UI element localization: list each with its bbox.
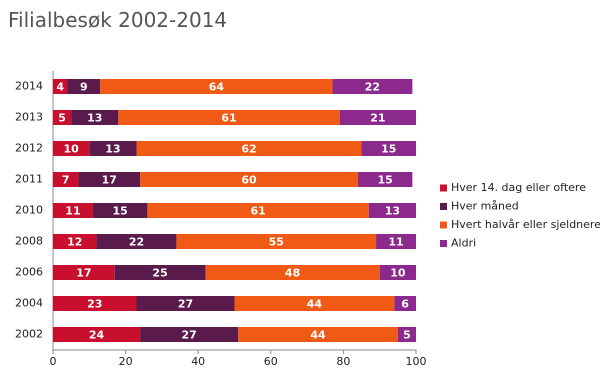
legend-label: Hvert halvår eller sjeldnere [451, 218, 600, 231]
data-label: 13 [385, 205, 400, 218]
bar-segment [92, 203, 148, 218]
x-tick-label: 80 [336, 355, 350, 368]
bar-segment [53, 203, 93, 218]
data-label: 11 [65, 205, 80, 218]
bar-segment [136, 141, 362, 156]
bar-segment [100, 79, 333, 94]
x-tick-label: 100 [406, 355, 427, 368]
bar-segment [147, 203, 369, 218]
data-label: 9 [80, 81, 88, 94]
data-label: 27 [178, 298, 193, 311]
y-tick-label: 2014 [15, 80, 43, 93]
bar-segment [53, 265, 115, 280]
bar-segment [53, 141, 90, 156]
bar-segment [140, 172, 358, 187]
data-label: 15 [377, 174, 392, 187]
bar-segment [53, 110, 72, 125]
legend-swatch [440, 184, 447, 192]
legend-swatch [440, 221, 447, 229]
legend-swatch [440, 240, 447, 247]
data-label: 61 [221, 112, 236, 125]
data-label: 21 [370, 112, 385, 125]
data-label: 44 [307, 298, 323, 311]
data-label: 10 [63, 143, 79, 156]
x-tick-label: 40 [191, 355, 205, 368]
legend-label: Hver 14. dag eller oftere [451, 181, 586, 194]
legend-label: Aldri [451, 237, 476, 250]
data-label: 55 [269, 236, 284, 249]
data-label: 5 [58, 112, 66, 125]
x-tick-label: 0 [50, 355, 57, 368]
data-label: 27 [181, 329, 196, 342]
data-label: 24 [89, 329, 105, 342]
bar-segment [361, 141, 416, 156]
bar-segment [136, 296, 235, 311]
bar-segment [89, 141, 137, 156]
bar-segment [397, 327, 416, 342]
bar-segment [368, 203, 416, 218]
data-label: 48 [285, 267, 300, 280]
data-label: 15 [112, 205, 127, 218]
y-tick-label: 2010 [15, 204, 43, 217]
y-tick-label: 2012 [15, 142, 43, 155]
bar-segment [140, 327, 239, 342]
bar-segment [53, 327, 141, 342]
data-label: 62 [241, 143, 256, 156]
chart-title: Filialbesøk 2002-2014 [8, 8, 227, 32]
y-tick-label: 2013 [15, 111, 43, 124]
legend-label: Hver måned [451, 200, 519, 213]
data-label: 17 [76, 267, 91, 280]
bar-segment [53, 79, 68, 94]
data-label: 5 [403, 329, 411, 342]
data-label: 12 [67, 236, 82, 249]
data-label: 7 [62, 174, 70, 187]
legend-swatch [440, 203, 447, 210]
bar-segment [53, 172, 79, 187]
bar-segment [357, 172, 413, 187]
data-label: 15 [381, 143, 396, 156]
data-label: 25 [152, 267, 167, 280]
bar-segment [379, 265, 416, 280]
bar-segment [71, 110, 119, 125]
data-label: 10 [390, 267, 406, 280]
data-label: 17 [102, 174, 117, 187]
data-label: 13 [105, 143, 120, 156]
bar-segment [53, 234, 97, 249]
bar-segment [78, 172, 141, 187]
data-label: 22 [129, 236, 144, 249]
y-tick-label: 2008 [15, 235, 43, 248]
bar-segment [118, 110, 340, 125]
bar-segment [205, 265, 380, 280]
bar-segment [238, 327, 398, 342]
data-label: 6 [401, 298, 409, 311]
y-tick-label: 2004 [15, 297, 43, 310]
data-label: 23 [87, 298, 102, 311]
bar-segment [332, 79, 413, 94]
x-tick-label: 20 [119, 355, 133, 368]
bar-segment [339, 110, 416, 125]
data-label: 4 [56, 81, 64, 94]
x-tick-label: 60 [264, 355, 278, 368]
y-tick-label: 2011 [15, 173, 43, 186]
data-label: 44 [310, 329, 326, 342]
y-tick-label: 2002 [15, 328, 43, 341]
bar-segment [96, 234, 177, 249]
data-label: 13 [87, 112, 102, 125]
data-label: 11 [388, 236, 403, 249]
bar-segment [53, 296, 137, 311]
data-label: 61 [250, 205, 265, 218]
bar-segment [376, 234, 416, 249]
data-label: 64 [209, 81, 225, 94]
bar-segment [394, 296, 416, 311]
bar-segment [234, 296, 395, 311]
data-label: 22 [365, 81, 380, 94]
data-label: 60 [241, 174, 257, 187]
bar-segment [176, 234, 377, 249]
bar-segment [67, 79, 101, 94]
y-tick-label: 2006 [15, 266, 43, 279]
bar-segment [114, 265, 206, 280]
